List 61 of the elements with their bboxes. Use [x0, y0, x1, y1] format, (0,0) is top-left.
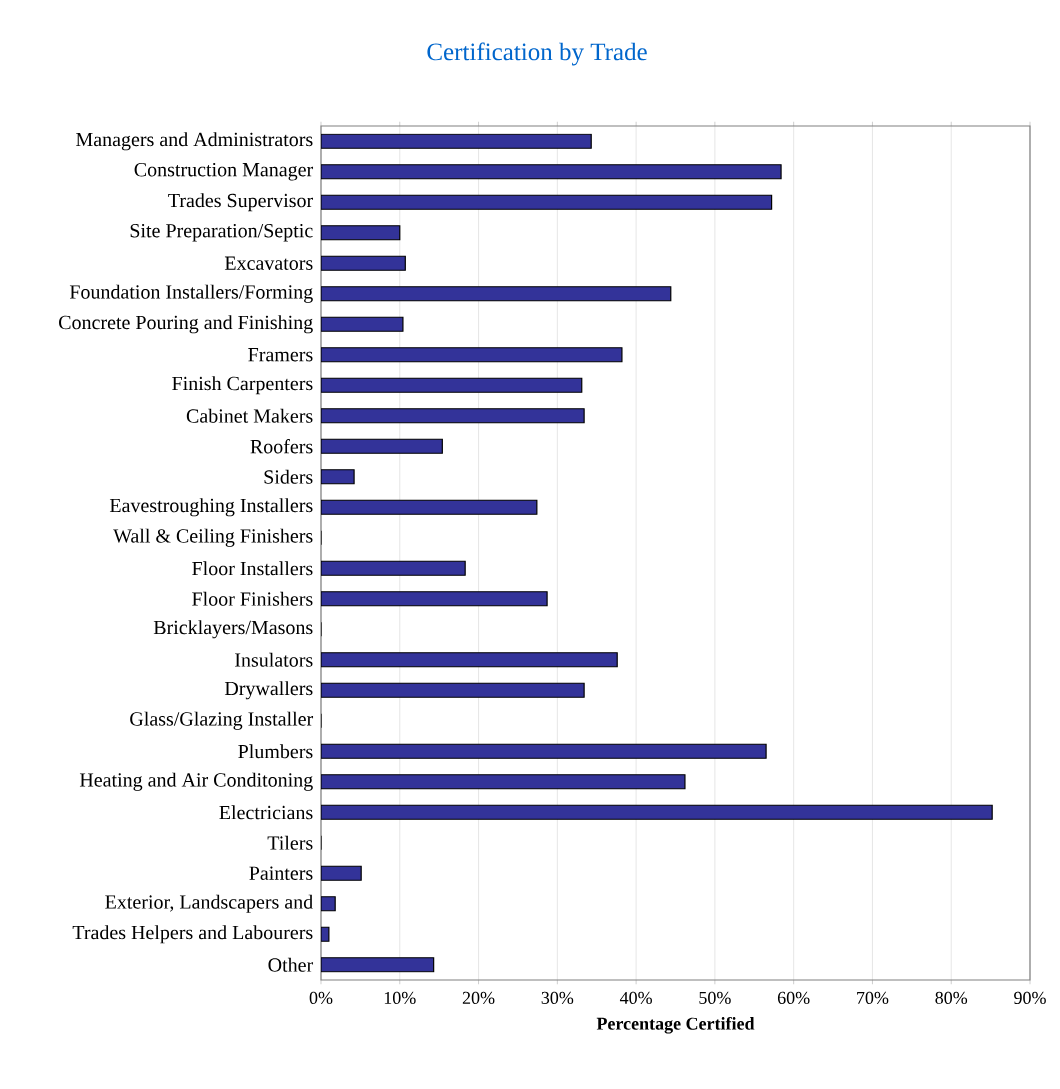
bar: [321, 865, 362, 881]
y-tick-label: Wall & Ceiling Finishers: [113, 528, 313, 547]
y-tick-label: Bricklayers/Masons: [153, 620, 313, 639]
bar: [321, 499, 538, 515]
bar: [321, 164, 782, 180]
bar: [321, 347, 623, 363]
bar: [321, 682, 585, 698]
y-tick-label: Managers and Administrators: [76, 132, 313, 151]
y-tick-label: Foundation Installers/Forming: [69, 284, 313, 303]
y-tick-label: Roofers: [250, 439, 313, 454]
chart-title: Certification by Trade: [427, 42, 647, 66]
x-tick-label: 60%: [777, 991, 810, 1005]
x-tick-label: 50%: [699, 991, 731, 1005]
y-tick-label: Floor Installers: [192, 561, 313, 576]
y-tick-label: Painters: [249, 866, 313, 880]
bar: [321, 316, 404, 332]
y-tick-label: Eavestroughing Installers: [109, 498, 313, 517]
bar: [321, 194, 773, 210]
bar: [321, 591, 548, 607]
y-tick-label: Glass/Glazing Installer: [130, 711, 314, 730]
bar: [321, 774, 686, 790]
y-tick-label: Construction Manager: [134, 162, 314, 181]
y-tick-label: Tilers: [267, 835, 313, 850]
y-tick-label: Concrete Pouring and Finishing: [59, 315, 313, 334]
bar: [321, 438, 443, 454]
y-tick-label: Plumbers: [238, 744, 313, 759]
bar: [321, 133, 592, 149]
y-tick-label: Other: [268, 957, 314, 972]
x-tick-label: 40%: [619, 991, 652, 1005]
bar: [321, 560, 466, 576]
x-tick-label: 10%: [384, 991, 416, 1005]
y-tick-label: Drywallers: [224, 681, 313, 700]
y-tick-label: Excavators: [224, 256, 313, 270]
bar: [321, 652, 618, 668]
y-tick-label: Framers: [248, 348, 313, 362]
bar: [321, 255, 406, 271]
y-tick-label: Site Preparation/Septic: [130, 224, 313, 242]
bar: [321, 957, 435, 973]
y-tick-label: Heating and Air Conditoning: [79, 772, 313, 791]
y-tick-label: Siders: [264, 469, 313, 484]
bar: [321, 225, 401, 241]
bar: [321, 408, 585, 424]
y-tick-label: Finish Carpenters: [172, 376, 313, 395]
y-tick-label: Trades Helpers and Labourers: [72, 925, 313, 944]
y-tick-label: Cabinet Makers: [186, 408, 313, 423]
y-tick-label: Exterior, Landscapers and: [105, 894, 313, 913]
x-tick-label: 90%: [1014, 991, 1046, 1005]
x-axis-title: Percentage Certified: [596, 1016, 755, 1034]
x-tick-label: 20%: [462, 991, 495, 1005]
y-tick-label: Trades Supervisor: [168, 193, 313, 212]
y-tick-label: Insulators: [235, 652, 313, 667]
bar: [321, 804, 993, 820]
bar: [321, 743, 767, 759]
y-tick-label: Electricians: [219, 805, 313, 820]
x-tick-label: 80%: [935, 991, 968, 1005]
bar: [321, 377, 583, 393]
x-tick-label: 70%: [857, 991, 889, 1005]
y-tick-label: Floor Finishers: [192, 591, 313, 606]
x-tick-label: 30%: [541, 991, 574, 1005]
bar: [321, 286, 672, 302]
x-tick-label: 0%: [309, 991, 333, 1005]
